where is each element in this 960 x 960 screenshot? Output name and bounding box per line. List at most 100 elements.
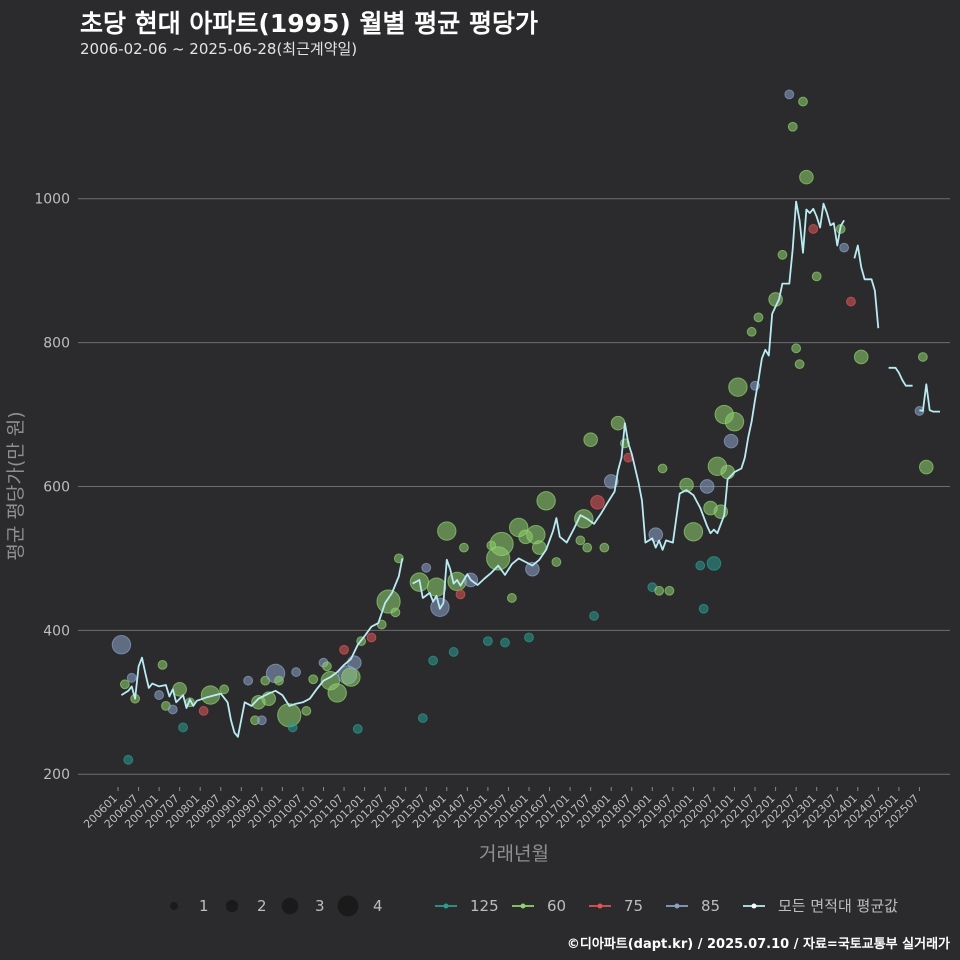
legend-dot-125 [443,903,449,909]
data-point-75 [455,589,466,600]
data-point-60 [724,412,745,432]
data-point-75 [846,296,856,307]
data-point-125 [698,603,709,614]
y-axis-title: 평균 평당가(만 원) [5,411,27,560]
data-point-60 [574,509,594,529]
data-point-125 [500,637,510,648]
data-point-60 [575,535,586,546]
chart-title: 초당 현대 아파트(1995) 월별 평균 평당가 [80,9,538,38]
data-point-60 [791,343,802,354]
data-point-60 [119,679,130,690]
data-point-85 [421,562,432,573]
y-tick-label: 200 [43,767,70,783]
data-point-85 [699,479,715,494]
data-point-60 [746,326,757,337]
data-point-60 [327,683,347,703]
data-point-60 [341,667,361,687]
data-point-60 [219,684,230,695]
data-point-60 [459,542,469,553]
x-axis: 2006012006072007012007072008012008072009… [81,787,922,831]
data-point-60 [657,463,668,474]
y-tick-label: 400 [43,623,70,639]
data-point-85 [291,667,302,677]
data-point-85 [839,242,849,253]
data-point-125 [178,722,188,733]
data-point-60 [753,312,764,323]
x-axis-title: 거래년월 [479,843,549,865]
points-layer [111,89,934,765]
data-point-60 [277,703,302,728]
data-point-125 [417,713,428,723]
legend-dot-60 [520,903,526,909]
data-point-60 [200,685,221,705]
data-point-60 [654,585,665,596]
data-point-60 [787,121,798,132]
data-point-60 [599,542,610,553]
data-point-75 [590,494,605,510]
data-point-60 [308,674,319,685]
data-point-60 [683,522,704,542]
data-point-60 [582,542,593,553]
data-point-125 [695,560,706,571]
grid-layer [78,198,950,775]
avg-line-series [919,383,940,413]
legend-size-dot [170,902,178,910]
legend-size-dot [225,899,239,913]
data-point-60 [437,521,457,541]
legend-series-label: 모든 면적대 평균값 [778,897,898,915]
data-point-60 [919,459,934,475]
avg-line-series [120,558,404,738]
data-point-125 [352,723,363,734]
data-point-85 [111,635,132,655]
y-tick-label: 600 [43,479,70,495]
legend-size-label: 4 [373,897,383,915]
data-point-85 [347,655,362,671]
data-point-75 [198,706,209,716]
data-point-60 [583,432,598,447]
legend-size-label: 2 [257,897,267,915]
legend-series-label: 75 [624,897,643,915]
data-point-60 [853,349,869,365]
source-credit: ©디아파트(dapt.kr) / 2025.07.10 / 자료=국토교통부 실… [566,937,950,952]
legend-dot-85 [674,903,680,909]
data-point-60 [917,352,928,362]
data-point-125 [287,722,298,733]
data-point-125 [123,754,134,765]
data-point-60 [506,593,517,603]
data-point-60 [536,491,556,511]
legend-dot-avg [751,903,757,909]
data-point-60 [664,585,675,596]
avg-line-series [412,200,845,610]
legend-series-label: 60 [547,897,566,915]
legend-size-dot [337,895,359,917]
data-point-60 [390,607,401,618]
data-point-85 [603,474,619,489]
data-point-60 [720,464,735,480]
avg-line-layer [120,200,940,738]
data-point-60 [794,359,805,370]
data-point-85 [154,690,165,700]
avg-line-series [888,366,913,387]
data-point-85 [256,715,267,726]
legend-series-label: 125 [470,897,499,915]
chart-subtitle: 2006-02-06 ~ 2025-06-28(최근계약일) [80,40,358,58]
data-point-60 [274,675,284,686]
data-point-60 [777,249,788,260]
data-point-60 [489,531,514,557]
data-point-75 [339,644,349,655]
data-point-125 [448,647,459,657]
data-point-75 [366,632,377,643]
data-point-125 [589,611,599,621]
legend-size-label: 3 [315,897,325,915]
data-point-60 [301,706,312,716]
y-tick-label: 1000 [34,192,70,208]
avg-line-series [853,244,880,329]
data-point-60 [728,377,748,397]
data-point-60 [610,415,626,431]
y-axis: 200 400 600 800 1000 [34,192,70,784]
y-tick-label: 800 [43,336,70,352]
legend: 1 2 3 4 125 60 75 85 모든 면적대 평균값 [170,895,898,917]
data-point-60 [798,96,808,107]
data-point-60 [799,169,814,185]
legend-dot-75 [597,903,603,909]
